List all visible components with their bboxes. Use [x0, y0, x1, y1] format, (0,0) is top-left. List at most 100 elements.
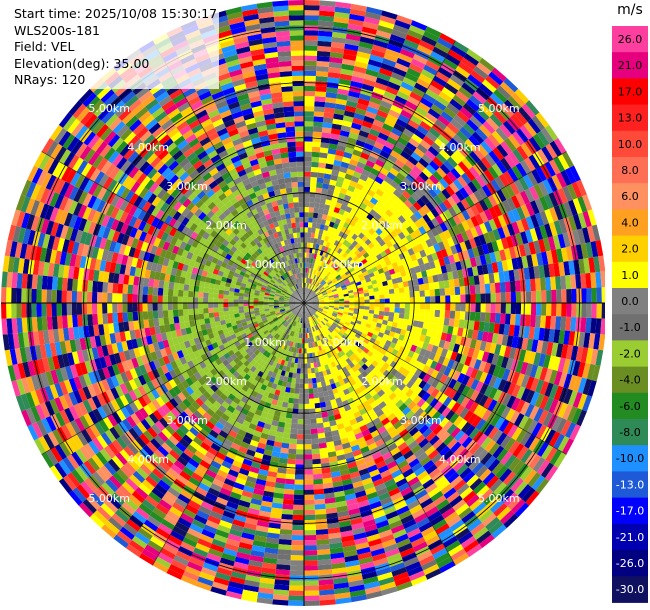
radar-gate — [310, 273, 314, 279]
radar-gate — [304, 45, 318, 51]
radar-gate — [319, 328, 324, 334]
radar-gate — [277, 467, 287, 474]
radar-gate — [542, 411, 554, 427]
radar-gate — [334, 6, 351, 14]
radar-gate — [512, 131, 525, 146]
radar-gate — [443, 219, 453, 230]
radar-gate — [417, 389, 427, 399]
radar-gate — [553, 262, 561, 277]
radar-gate — [348, 18, 364, 27]
radar-gate — [263, 490, 274, 498]
radar-gate — [443, 468, 457, 480]
radar-gate — [383, 285, 389, 291]
radar-gate — [344, 554, 359, 563]
radar-gate — [319, 203, 325, 210]
radar-gate — [415, 489, 428, 500]
radar-gate — [564, 167, 577, 184]
radar-gate — [373, 314, 379, 319]
radar-gate — [354, 300, 360, 303]
radar-gate — [527, 472, 541, 488]
radar-gate — [370, 429, 380, 438]
radar-gate — [427, 84, 442, 96]
radar-gate — [590, 272, 597, 288]
radar-gate — [460, 303, 466, 312]
radar-gate — [209, 543, 225, 553]
radar-gate — [308, 322, 311, 328]
radar-gate — [304, 474, 314, 480]
radar-gate — [365, 177, 375, 185]
radar-gate — [393, 123, 405, 133]
radar-gate — [314, 197, 321, 204]
radar-gate — [430, 543, 446, 555]
radar-gate — [373, 270, 380, 276]
radar-gate — [504, 281, 511, 293]
radar-gate — [322, 282, 328, 288]
radar-gate — [307, 296, 312, 300]
radar-gate — [328, 306, 334, 310]
radar-gate — [533, 407, 544, 423]
radar-gate — [285, 339, 290, 346]
radar-gate — [323, 482, 334, 489]
radar-gate — [193, 514, 208, 525]
radar-gate — [462, 490, 477, 504]
radar-gate — [587, 209, 597, 226]
radar-gate — [388, 331, 396, 338]
radar-gate — [328, 295, 334, 298]
radar-gate — [500, 157, 512, 171]
radar-gate — [530, 377, 540, 392]
radar-gate — [276, 472, 287, 479]
radar-gate — [373, 287, 379, 292]
radar-gate — [318, 295, 324, 299]
radar-gate — [425, 112, 438, 124]
radar-gate — [246, 449, 256, 457]
radar-gate — [386, 217, 395, 226]
radar-gate — [386, 365, 394, 373]
radar-gate — [348, 267, 355, 273]
radar-gate — [329, 420, 337, 427]
radar-gate — [486, 352, 495, 364]
radar-gate — [503, 248, 512, 260]
radar-gate — [492, 365, 501, 378]
radar-gate — [484, 253, 492, 265]
radar-gate — [429, 236, 438, 246]
radar-gate — [411, 192, 421, 202]
radar-gate — [316, 270, 321, 276]
radar-gate — [352, 527, 366, 536]
radar-gate — [398, 252, 406, 260]
radar-gate — [305, 307, 308, 313]
radar-gate — [306, 307, 309, 313]
radar-gate — [472, 91, 487, 105]
radar-gate — [478, 199, 489, 212]
radar-gate — [526, 254, 534, 268]
radar-gate — [517, 107, 532, 122]
radar-gate — [389, 404, 399, 413]
radar-gate — [402, 377, 411, 386]
radar-gate — [385, 388, 394, 397]
radar-gate — [374, 274, 381, 280]
radar-gate — [332, 263, 338, 270]
radar-gate — [219, 557, 235, 567]
radar-gate — [269, 365, 276, 373]
radar-gate — [322, 183, 330, 190]
radar-gate — [466, 98, 480, 112]
radar-gate — [403, 397, 413, 407]
radar-gate — [304, 398, 310, 404]
radar-gate — [471, 131, 485, 145]
radar-gate — [425, 358, 434, 368]
radar-gate — [389, 562, 406, 572]
radar-gate — [283, 333, 288, 339]
radar-gate — [360, 446, 370, 454]
radar-gate — [491, 262, 499, 273]
radar-gate — [474, 311, 481, 322]
radar-gate — [246, 410, 255, 419]
radar-gate — [364, 303, 370, 307]
radar-gate — [357, 551, 372, 560]
radar-gate — [238, 468, 250, 476]
radar-gate — [331, 331, 337, 337]
radar-gate — [187, 527, 202, 539]
radar-gate — [366, 106, 379, 115]
radar-gate — [313, 207, 320, 214]
radar-gate — [535, 166, 547, 182]
radar-gate — [265, 542, 279, 550]
radar-gate — [457, 161, 469, 173]
